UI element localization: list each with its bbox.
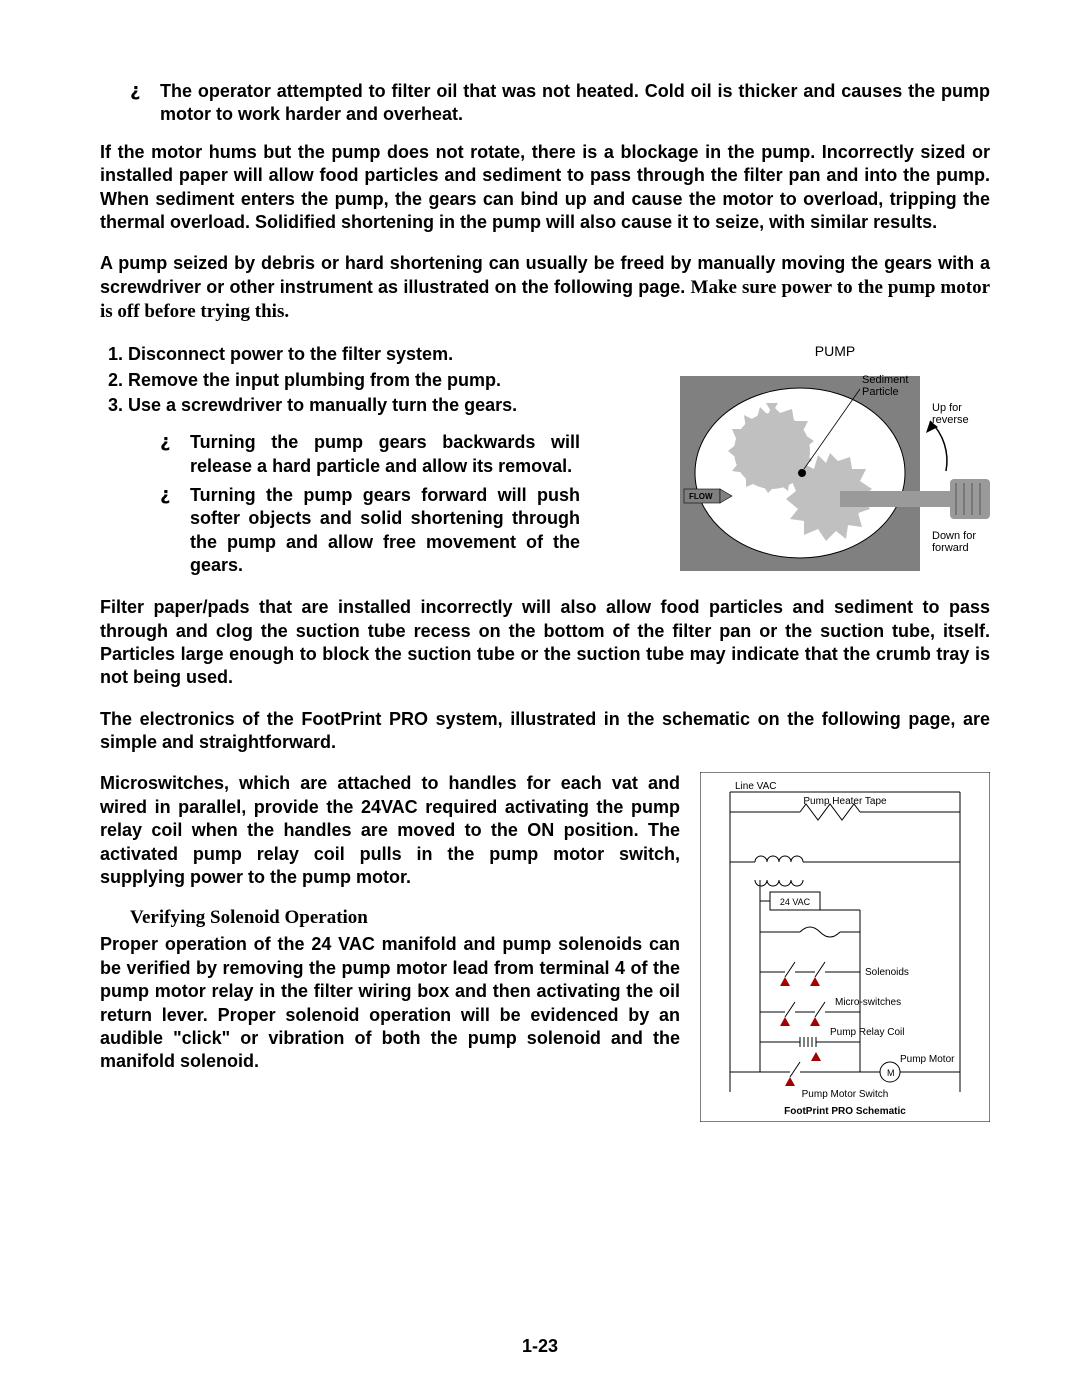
paragraph: Filter paper/pads that are installed inc…: [100, 596, 990, 690]
svg-text:FootPrint PRO Schematic: FootPrint PRO Schematic: [784, 1106, 906, 1117]
schematic-figure: Line VAC Pump Heater Tape 24 VAC Solenoi…: [700, 772, 990, 1127]
pump-figure: PUMP: [680, 343, 990, 586]
svg-text:FLOW: FLOW: [689, 492, 713, 501]
svg-text:Up for: Up for: [932, 402, 962, 414]
svg-text:reverse: reverse: [932, 414, 969, 426]
bullet-icon: ¿: [160, 484, 190, 578]
paragraph: Proper operation of the 24 VAC manifold …: [100, 933, 680, 1073]
paragraph: A pump seized by debris or hard shorteni…: [100, 252, 990, 325]
svg-text:Pump Motor: Pump Motor: [900, 1054, 955, 1065]
svg-text:Down for: Down for: [932, 530, 976, 542]
svg-text:Pump Relay Coil: Pump Relay Coil: [830, 1027, 904, 1038]
bullet-text: Turning the pump gears forward will push…: [190, 484, 580, 578]
paragraph: The electronics of the FootPrint PRO sys…: [100, 708, 990, 755]
paragraph: If the motor hums but the pump does not …: [100, 141, 990, 235]
label: Particle: [862, 386, 899, 398]
svg-text:Solenoids: Solenoids: [865, 967, 909, 978]
svg-text:M: M: [887, 1068, 895, 1078]
svg-text:Pump Motor Switch: Pump Motor Switch: [802, 1089, 889, 1100]
paragraph: Microswitches, which are attached to han…: [100, 772, 680, 889]
svg-text:forward: forward: [932, 542, 969, 554]
svg-text:Micro-switches: Micro-switches: [835, 997, 901, 1008]
svg-text:Pump Heater Tape: Pump Heater Tape: [803, 796, 887, 807]
schematic-diagram: Line VAC Pump Heater Tape 24 VAC Solenoi…: [700, 772, 990, 1122]
section-title: Verifying Solenoid Operation: [130, 907, 680, 929]
label: Sediment: [862, 374, 908, 386]
pump-title: PUMP: [680, 343, 990, 359]
svg-text:Line VAC: Line VAC: [735, 781, 777, 792]
bullet-icon: ¿: [160, 431, 190, 478]
svg-text:24 VAC: 24 VAC: [780, 897, 811, 907]
bullet-text: The operator attempted to filter oil tha…: [160, 80, 990, 127]
pump-diagram: Sediment Particle Up for reverse Down fo…: [680, 361, 990, 586]
bullet-icon: ¿: [130, 80, 160, 127]
page-number: 1-23: [0, 1336, 1080, 1357]
bullet-text: Turning the pump gears backwards will re…: [190, 431, 580, 478]
